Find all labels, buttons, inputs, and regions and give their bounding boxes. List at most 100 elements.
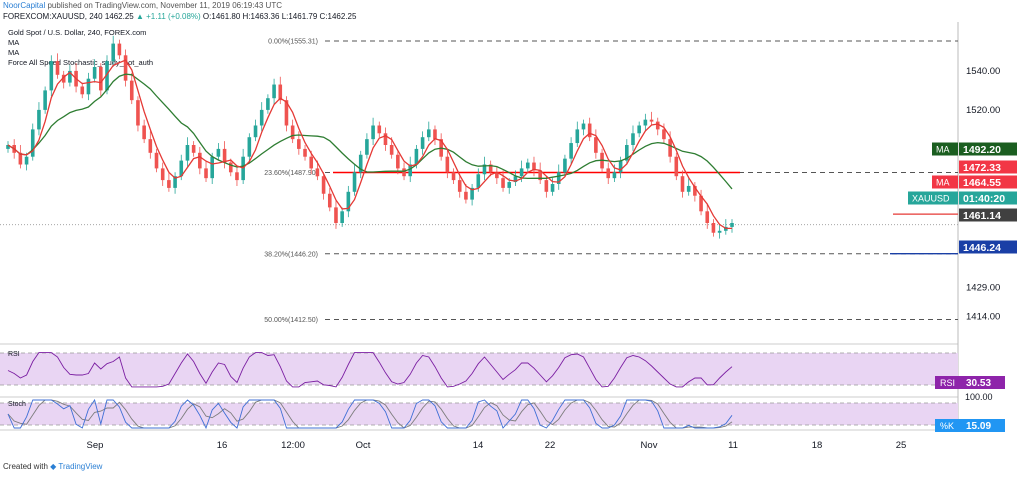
time-tick-label: 12:00 (281, 440, 305, 451)
ma-fast-line (7, 59, 732, 230)
stoch-box-value: 15.09 (966, 421, 991, 432)
price-label-box (959, 208, 1017, 222)
candle-body (606, 168, 611, 179)
candle-body (625, 145, 629, 161)
time-tick-label: 25 (896, 440, 907, 451)
ma-slow-line (7, 73, 733, 190)
stoch-box-label: %K (940, 421, 954, 431)
candle-body (457, 180, 462, 192)
footer: Created with ◆ TradingView (3, 462, 102, 471)
price-tick-label: 1429.00 (966, 282, 1000, 293)
time-tick-label: 11 (728, 440, 738, 451)
price-label-box (959, 191, 1017, 205)
candle-body (594, 137, 598, 153)
stoch-label: Stoch (8, 401, 26, 408)
candle-body (717, 230, 722, 233)
candle-body (433, 129, 437, 140)
stoch-k-line (7, 398, 733, 430)
tradingview-link[interactable]: TradingView (58, 462, 103, 471)
candle-body (43, 90, 47, 110)
candle-body (80, 86, 85, 95)
candle-body (513, 176, 518, 183)
price-label-text: MA (936, 145, 950, 155)
last-price: 1462.25 (104, 12, 134, 21)
candle-body (587, 123, 592, 138)
candle-body (352, 172, 357, 192)
price-chart[interactable]: Gold Spot / U.S. Dollar, 240, FOREX.com … (0, 22, 1024, 460)
candle-body (167, 180, 171, 188)
candle-body (216, 148, 221, 157)
candle-body (501, 178, 505, 188)
up-arrow-icon: ▲ (135, 12, 144, 21)
candle-body (129, 80, 134, 101)
candle-body (705, 211, 710, 223)
candle-body (612, 172, 617, 179)
legend-ma-2: MA (8, 48, 19, 57)
time-tick-label: 14 (473, 440, 484, 451)
price-label-value: 1492.20 (963, 144, 1001, 156)
candle-body (420, 137, 425, 149)
candle-body (327, 193, 332, 208)
candle-body (204, 168, 208, 179)
rsi-box-value: 30.53 (966, 378, 991, 389)
candle-body (488, 164, 493, 173)
candle-body (297, 139, 301, 149)
candle-body (61, 74, 66, 83)
published-text: published on TradingView.com, November 1… (47, 1, 282, 10)
ohlc-high: H:1463.36 (242, 12, 280, 21)
candle-body (464, 191, 468, 200)
candle-body (414, 148, 419, 165)
candle-body (649, 119, 654, 122)
candle-body (371, 125, 375, 140)
price-label-box (959, 240, 1017, 254)
time-tick-label: 22 (545, 440, 556, 451)
candle-body (321, 176, 326, 194)
candle-body (680, 176, 685, 192)
candle-body (668, 139, 672, 157)
price-label-tag (932, 142, 958, 156)
price-tick-label: 1414.00 (966, 312, 1000, 323)
rsi-box-label: RSI (940, 378, 955, 388)
price-label-value: 1461.14 (963, 210, 1001, 222)
time-tick-label: Nov (641, 440, 658, 451)
candle-body (532, 162, 536, 171)
candle-body (253, 125, 258, 138)
candle-body (247, 137, 252, 157)
publish-info: NoorCapital published on TradingView.com… (3, 1, 282, 10)
candle-body (334, 207, 338, 223)
candle-body (142, 125, 146, 140)
candle-body (222, 148, 227, 163)
time-axis[interactable]: Sep 16 12:00 Oct 14 22 Nov 11 18 25 (87, 440, 907, 451)
rsi-band (0, 353, 958, 385)
candle-body (519, 168, 524, 177)
candle-body (408, 164, 413, 177)
candle-body (309, 156, 314, 169)
ohlc-low: L:1461.79 (281, 12, 318, 21)
candle-body (699, 195, 703, 212)
candles (6, 35, 734, 239)
legend-study: Force All Speed Stochastic_study_not_aut… (8, 58, 153, 67)
candle-body (235, 172, 239, 181)
price-label-box (959, 160, 1017, 174)
candle-body (389, 145, 394, 155)
publisher-name[interactable]: NoorCapital (3, 1, 46, 10)
fib-level-label: 0.00%(1555.31) (268, 39, 318, 46)
candle-body (259, 109, 264, 126)
candle-body (674, 156, 679, 177)
candle-body (575, 129, 580, 144)
candle-body (402, 168, 406, 177)
candle-body (365, 139, 369, 155)
candle-body (525, 162, 530, 169)
price-label: 1472.33 (959, 160, 1017, 174)
candle-body (111, 43, 115, 62)
price-tick-label: 1540.00 (966, 66, 1000, 77)
price-label-box (959, 142, 1017, 156)
candle-body (92, 67, 97, 79)
candle-body (86, 78, 91, 95)
time-tick-label: Oct (356, 440, 371, 451)
candle-body (154, 152, 159, 169)
price-label: 1446.24 (959, 240, 1017, 254)
support-resistance (0, 171, 958, 255)
price-label-value: 1464.55 (963, 177, 1001, 189)
price-label: 1461.14 (959, 208, 1017, 222)
